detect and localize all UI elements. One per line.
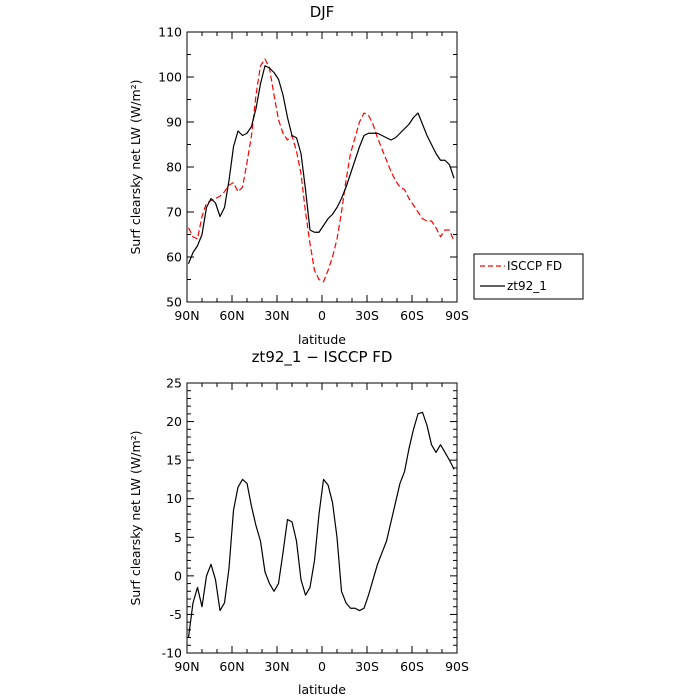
chart1-y-tick-label: 110 bbox=[158, 25, 182, 40]
chart1-x-tick-label: 60N bbox=[219, 308, 244, 323]
chart1-y-tick-label: 90 bbox=[166, 115, 182, 130]
chart1-y-tick-label: 50 bbox=[166, 295, 182, 310]
chart2-plot-area: 90N 60N 30N 0 30S 60S 90S -10 -5 0 5 10 15 20 25 bbox=[162, 376, 469, 675]
chart2-y-tick-label: 15 bbox=[166, 453, 182, 468]
chart1-x-tick-label: 30N bbox=[264, 308, 289, 323]
chart1-y-tick-label: 60 bbox=[166, 250, 182, 265]
chart1-x-tick-label: 90S bbox=[445, 308, 469, 323]
legend-label-zt92: zt92_1 bbox=[507, 279, 547, 293]
chart2-x-tick-label: 30S bbox=[355, 659, 379, 674]
chart2-ylabel: Surf clearsky net LW (W/m²) bbox=[128, 430, 143, 605]
chart1-y-tick-label: 70 bbox=[166, 205, 182, 220]
chart1-series-line-zt92_1 bbox=[187, 65, 455, 264]
chart1-ylabel: Surf clearsky net LW (W/m²) bbox=[128, 79, 143, 254]
chart2-y-tick-label: 10 bbox=[166, 491, 182, 506]
chart2-y-tick-label: -5 bbox=[170, 607, 182, 622]
chart2-x-tick-label: 60S bbox=[400, 659, 424, 674]
chart1-title: DJF bbox=[310, 3, 335, 21]
chart1-x-tick-label: 60S bbox=[400, 308, 424, 323]
chart2-x-tick-label: 90S bbox=[445, 659, 469, 674]
chart2-series-line-diff bbox=[187, 411, 455, 638]
chart2-y-tick-label: 0 bbox=[174, 568, 182, 583]
chart2-xlabel: latitude bbox=[298, 682, 346, 697]
chart1-y-tick-label: 80 bbox=[166, 160, 182, 175]
chart1-x-tick-label: 90N bbox=[174, 308, 199, 323]
chart2-y-tick-label: 20 bbox=[166, 414, 182, 429]
legend-label-isccp: ISCCP FD bbox=[507, 259, 562, 273]
chart1-legend: ISCCP FD zt92_1 bbox=[473, 253, 584, 300]
chart2-frame bbox=[186, 382, 458, 654]
legend-box bbox=[473, 253, 584, 300]
chart1-plot-area: 90N 60N 30N 0 30S 60S 90S 50 60 70 80 90 100 110 bbox=[158, 25, 469, 324]
chart1-x-tick-label: 0 bbox=[318, 308, 326, 323]
chart2-y-tick-label: 25 bbox=[166, 376, 182, 391]
chart2-x-tick-label: 60N bbox=[219, 659, 244, 674]
chart2-y-tick-label: -10 bbox=[162, 646, 182, 661]
chart1-frame bbox=[186, 31, 458, 303]
chart2-x-tick-label: 0 bbox=[318, 659, 326, 674]
chart2-y-tick-label: 5 bbox=[174, 530, 182, 545]
chart1-xlabel: latitude bbox=[298, 332, 346, 347]
chart2-title: zt92_1 − ISCCP FD bbox=[252, 348, 393, 367]
chart1-y-tick-label: 100 bbox=[158, 70, 182, 85]
chart1-series-line-isccp-fd bbox=[187, 58, 455, 283]
chart2-x-tick-label: 30N bbox=[264, 659, 289, 674]
chart2-x-tick-label: 90N bbox=[174, 659, 199, 674]
chart1-x-tick-label: 30S bbox=[355, 308, 379, 323]
